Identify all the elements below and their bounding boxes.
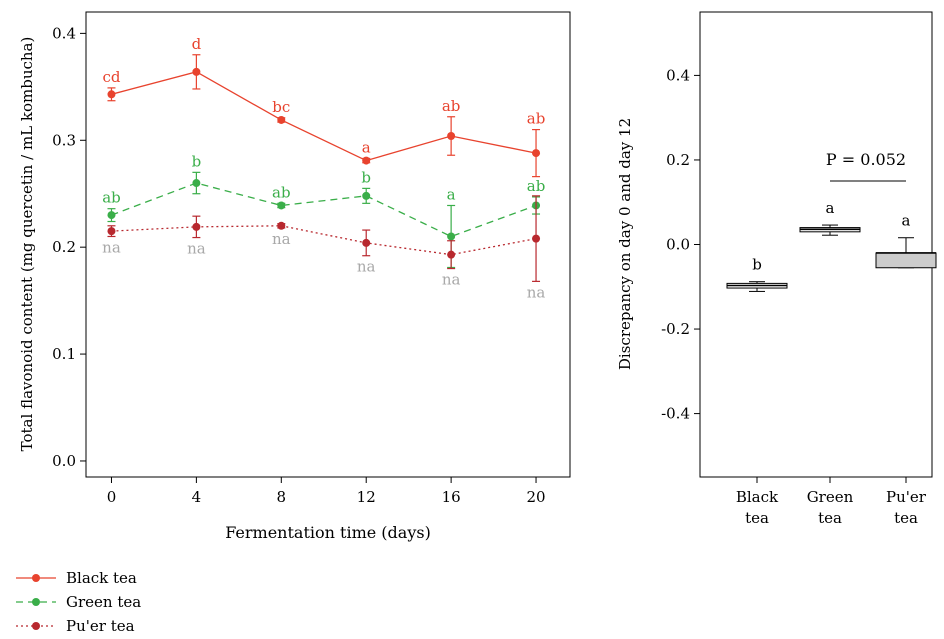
box-2: a — [875, 212, 937, 269]
box-significance-label: b — [752, 256, 762, 274]
legend: Black tea Green tea Pu'er tea — [16, 569, 141, 635]
right-plot-frame — [699, 11, 933, 478]
significance-label: na — [442, 271, 461, 289]
significance-label: d — [192, 35, 202, 53]
data-point — [277, 221, 286, 230]
p-value-label: P = 0.052 — [826, 150, 906, 169]
series-2: na na na na na na — [102, 195, 546, 301]
box-x-tick-label: tea — [745, 509, 769, 527]
discrepancy-box-plot: 0.4 0.2 0.0 -0.2 -0.4 Black tea Green tea Pu'er te… — [616, 11, 937, 527]
x-axis-label: Fermentation time (days) — [225, 523, 431, 542]
data-point — [192, 222, 201, 231]
p-value-annotation: P = 0.052 — [826, 150, 906, 182]
data-point — [107, 90, 116, 99]
box-significance-label: a — [902, 212, 911, 230]
significance-label: na — [272, 230, 291, 248]
flavonoid-line-chart: 0.0 0.1 0.2 0.3 0.4 0 4 8 12 16 20 Fermentation t… — [16, 11, 571, 635]
x-tick-label: 20 — [526, 488, 545, 506]
significance-label: bc — [272, 98, 290, 116]
box-y-tick-label: -0.2 — [661, 320, 690, 338]
series-0: cd d bc a ab ab — [102, 35, 546, 178]
data-point — [362, 238, 371, 247]
left-plot-frame — [85, 11, 571, 478]
data-point — [107, 211, 116, 220]
data-point — [447, 232, 456, 241]
data-point — [192, 179, 201, 188]
x-tick-label: 0 — [107, 488, 117, 506]
legend-marker — [32, 598, 40, 606]
x-tick-label: 8 — [277, 488, 287, 506]
data-point — [277, 201, 286, 210]
legend-label: Pu'er tea — [66, 617, 135, 635]
y-tick-label: 0.1 — [52, 345, 76, 363]
box-y-tick-label: 0.4 — [666, 66, 690, 84]
y-tick-label: 0.4 — [52, 24, 76, 42]
significance-label: na — [102, 238, 121, 256]
data-point — [362, 191, 371, 200]
series-line — [111, 71, 537, 162]
significance-label: b — [361, 168, 371, 186]
y-tick-label: 0.3 — [52, 131, 76, 149]
data-point — [532, 234, 541, 243]
data-point — [192, 67, 201, 76]
data-point — [107, 227, 116, 236]
legend-marker — [32, 622, 40, 630]
x-tick-label: 16 — [442, 488, 461, 506]
significance-label: na — [527, 283, 546, 301]
legend-marker — [32, 574, 40, 582]
box-1: a — [799, 199, 861, 236]
significance-label: na — [357, 258, 376, 276]
data-point — [447, 250, 456, 259]
box-x-tick-label: Pu'er — [886, 488, 927, 506]
significance-label: ab — [102, 189, 121, 207]
significance-label: ab — [272, 183, 291, 201]
box-y-tick-label: 0.2 — [666, 151, 690, 169]
significance-label: a — [362, 138, 371, 156]
significance-label: cd — [102, 68, 120, 86]
box-y-axis-label: Discrepancy on day 0 and day 12 — [616, 118, 634, 370]
x-tick-label: 4 — [192, 488, 202, 506]
box-0: b — [726, 256, 788, 292]
data-point — [362, 156, 371, 165]
significance-label: ab — [527, 110, 546, 128]
y-axis-label: Total flavonoid content (mg quercetin / … — [18, 37, 36, 452]
y-tick-label: 0.0 — [52, 452, 76, 470]
significance-label: na — [187, 240, 206, 258]
box-y-tick-label: -0.4 — [661, 405, 690, 423]
box-x-tick-label: tea — [894, 509, 918, 527]
significance-label: b — [192, 152, 202, 170]
y-tick-label: 0.2 — [52, 238, 76, 256]
significance-label: ab — [442, 97, 461, 115]
series-line — [111, 225, 537, 256]
series-1: ab b ab b a ab — [102, 152, 546, 269]
box-significance-label: a — [826, 199, 835, 217]
box-x-tick-label: Black — [736, 488, 779, 506]
significance-label: a — [447, 185, 456, 203]
series-line — [111, 182, 537, 238]
box-x-tick-label: Green — [807, 488, 854, 506]
legend-label: Black tea — [66, 569, 137, 587]
x-tick-label: 12 — [357, 488, 376, 506]
box-y-tick-label: 0.0 — [666, 236, 690, 254]
data-point — [532, 149, 541, 158]
data-point — [277, 115, 286, 124]
box-x-tick-label: tea — [818, 509, 842, 527]
legend-label: Green tea — [66, 593, 141, 611]
significance-label: ab — [527, 177, 546, 195]
data-point — [447, 132, 456, 140]
box-body — [875, 252, 937, 269]
